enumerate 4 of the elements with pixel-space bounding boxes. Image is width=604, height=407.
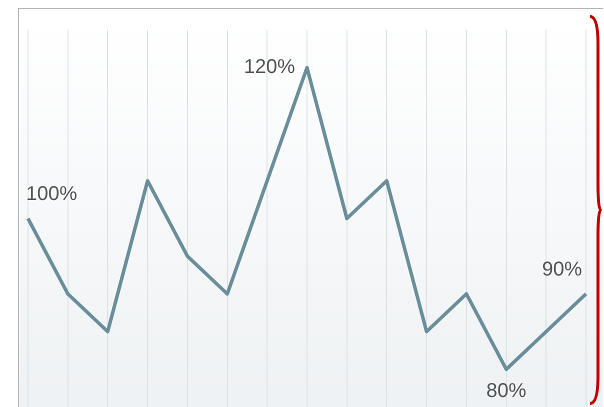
data-label: 90% — [542, 258, 582, 280]
data-label: 100% — [26, 183, 78, 206]
data-label: 80% — [486, 380, 527, 402]
data-label: 120% — [244, 56, 296, 78]
